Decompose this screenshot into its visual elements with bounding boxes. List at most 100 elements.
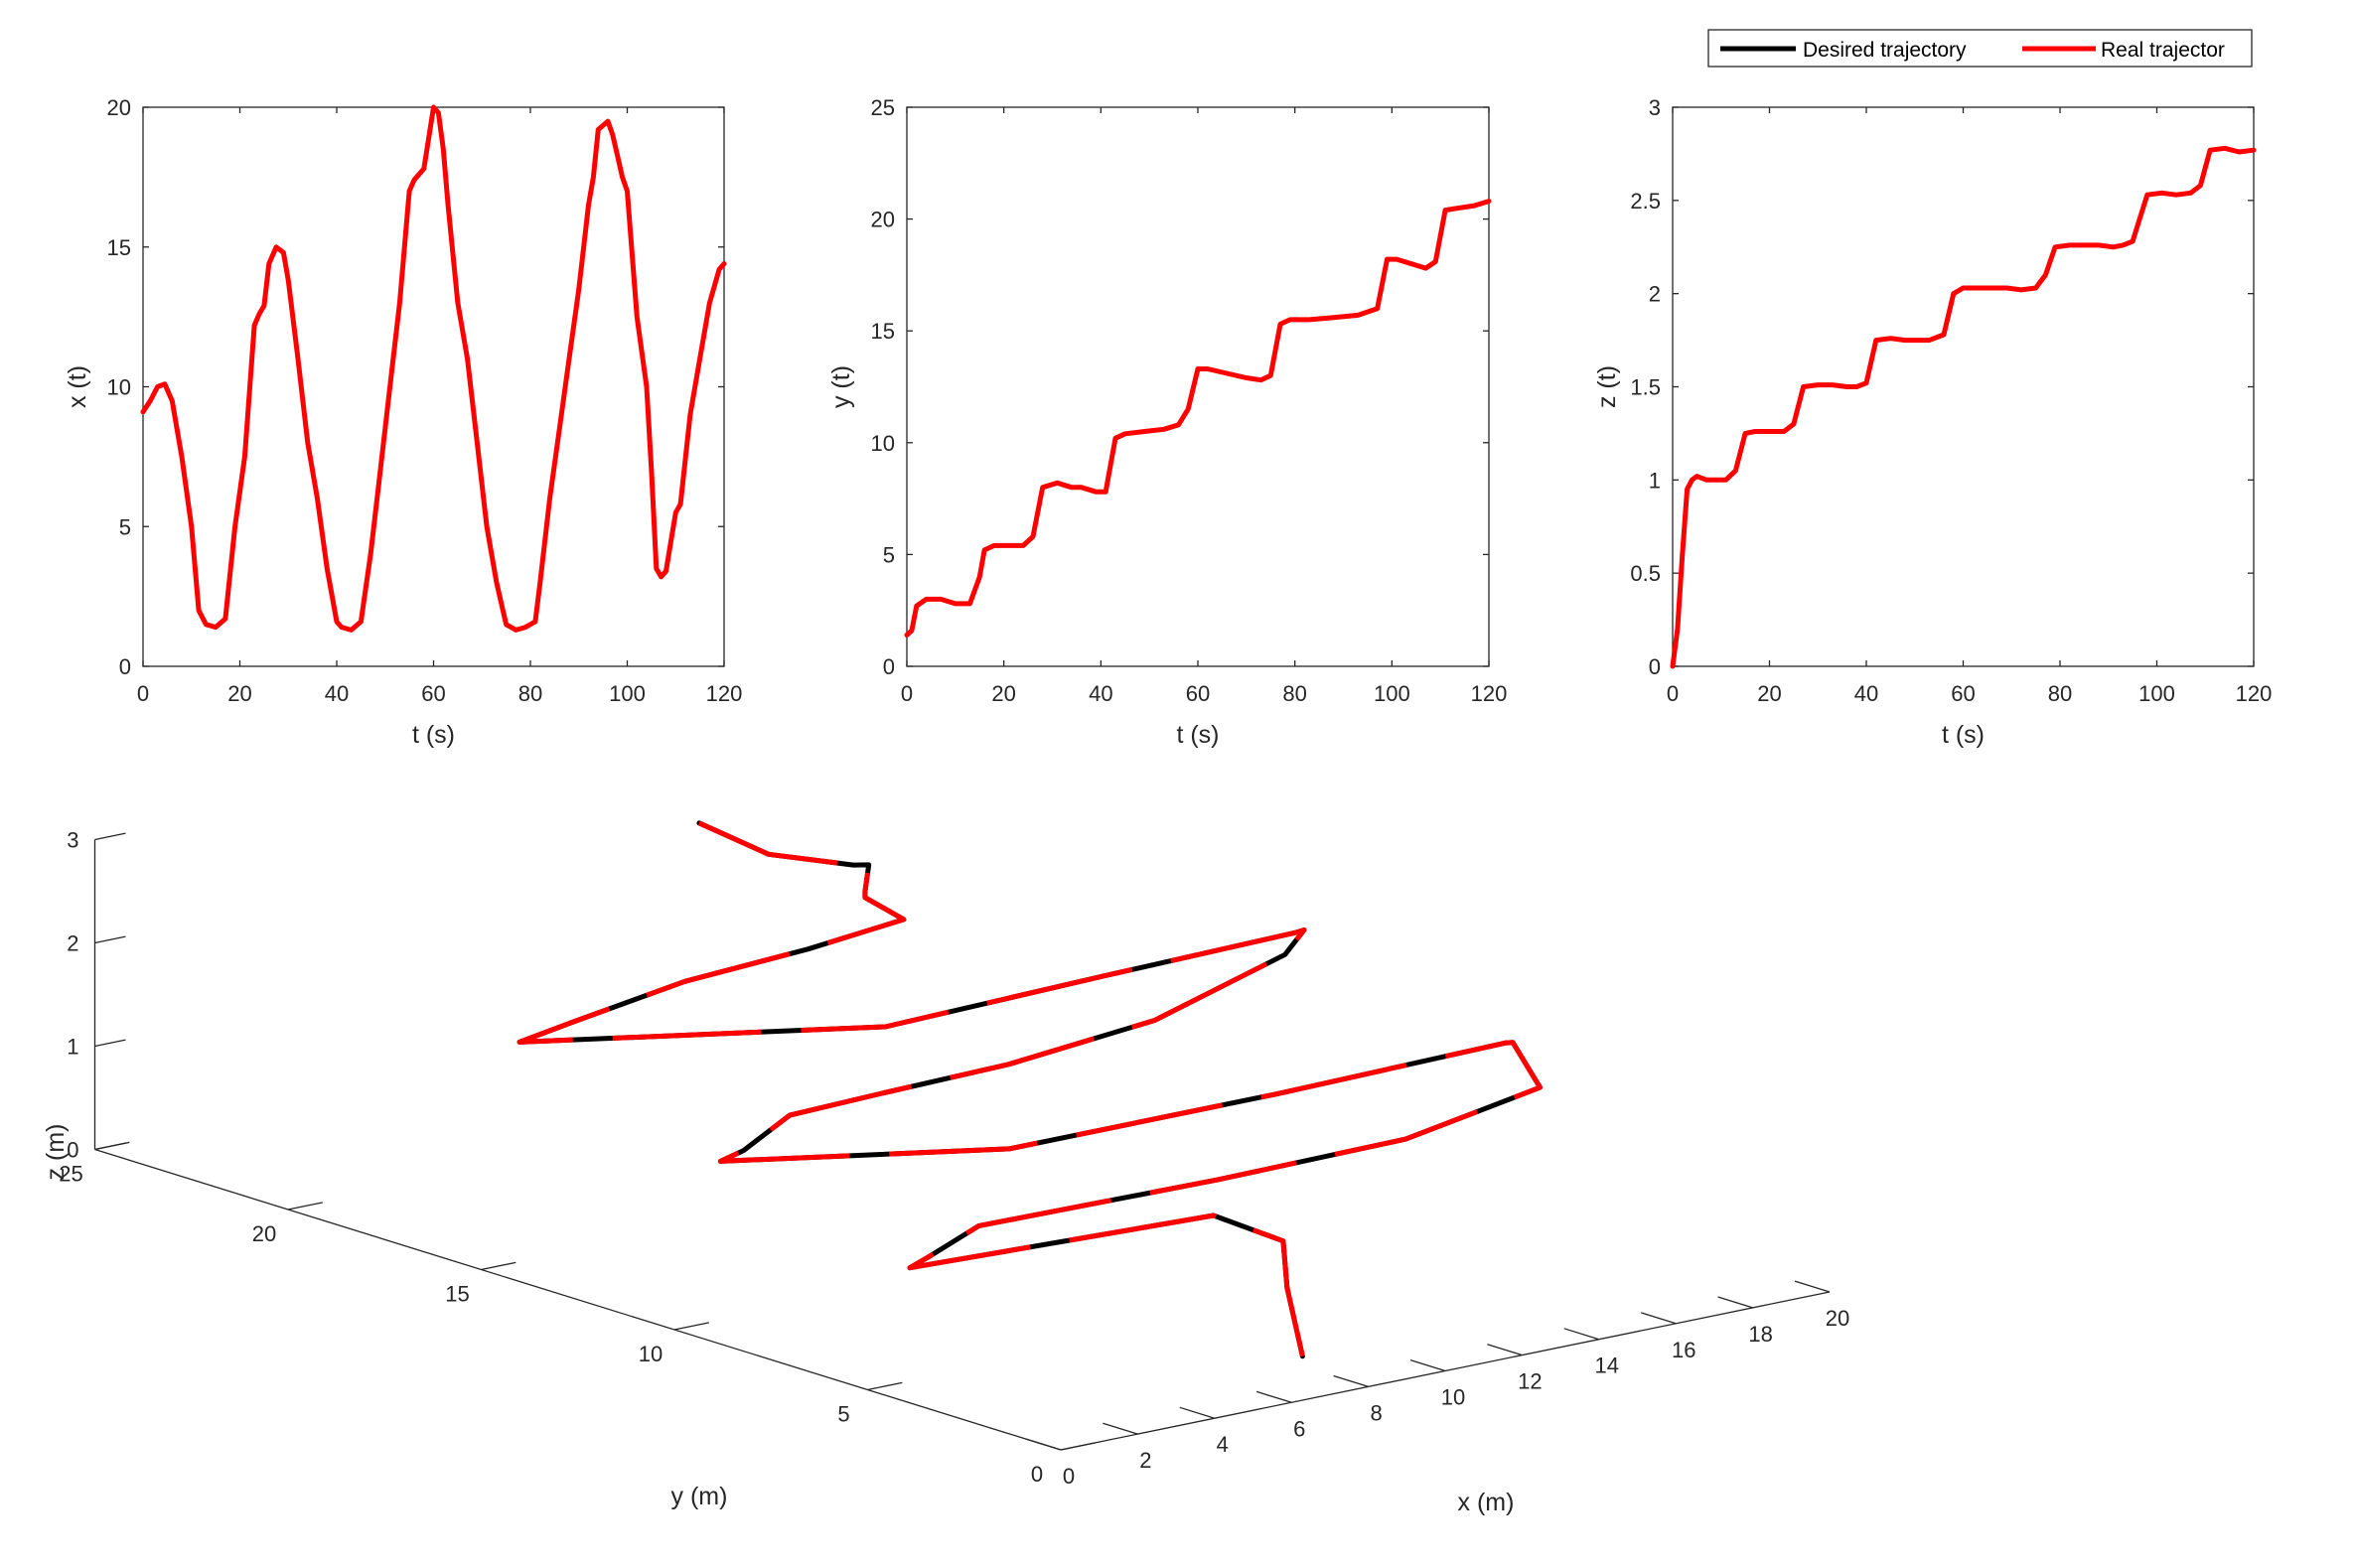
legend-label-real: Real trajector [2101,39,2225,62]
y-tick-label: 0.5 [1630,561,1661,586]
x-tick-label: 60 [1186,681,1210,706]
x-tick-label: 4 [1217,1432,1229,1457]
x-tick-mark [1717,1296,1753,1309]
y-tick-label: 15 [871,319,895,344]
y-tick-label: 20 [107,95,131,120]
x-tick-mark [1563,1328,1599,1341]
y-tick-label: 25 [871,95,895,120]
y-tick-mark [1060,1442,1096,1451]
y-tick-label: 10 [639,1342,663,1366]
x-tick-label: 40 [1854,681,1878,706]
x-tick-label: 40 [325,681,349,706]
x-tick-mark [1255,1390,1292,1403]
x-axis-label: x (m) [1458,1489,1515,1516]
x-tick-label: 12 [1518,1369,1542,1394]
z-axis-label: z (m) [42,1124,70,1181]
x-tick-label: 80 [518,681,542,706]
y-tick-label: 15 [445,1282,469,1307]
y-tick-mark [287,1202,323,1211]
y-axis-label: y (t) [827,365,855,408]
x-tick-label: 2 [1139,1448,1151,1473]
axes-box [906,106,1490,667]
y-axis-label: z (t) [1593,365,1621,408]
y-axis-label: x (t) [64,365,91,408]
y-axis-label: y (m) [671,1483,728,1510]
subplot-3: 0 20 40 60 80 100 120 0 0.5 1 1.5 2 2.5 3 t (s) z (t) [1593,95,2272,749]
x-tick-label: 8 [1370,1400,1382,1425]
legend-label-desired: Desired trajectory [1803,39,1967,62]
y-tick-label: 20 [871,208,895,232]
axes-box [1672,106,2255,667]
y-tick-label: 0 [1031,1462,1043,1487]
x-tick-mark [1409,1358,1446,1372]
z-tick-label: 0 [67,1138,78,1163]
y-tick-mark [481,1261,516,1271]
x-tick-label: 18 [1748,1322,1772,1347]
z-tick-mark [94,1039,126,1048]
y-tick-label: 2.5 [1630,189,1661,214]
x-tick-mark [1794,1280,1831,1293]
z-tick-label: 2 [67,931,78,956]
y-tick-label: 10 [107,375,131,400]
x-tick-label: 20 [1826,1306,1849,1331]
x-tick-label: 100 [609,681,646,706]
z-tick-mark [94,1142,126,1151]
y-tick-label: 5 [883,542,895,567]
z-tick-label: 1 [67,1035,78,1060]
x-tick-mark [1487,1344,1523,1356]
x-tick-label: 0 [901,681,913,706]
subplot-1: 0 20 40 60 80 100 120 0 5 10 15 20 t (s) x (t) [64,95,742,749]
desired-trajectory-line [516,820,1543,1359]
x-tick-label: 120 [1471,681,1508,706]
x-tick-label: 14 [1595,1354,1619,1378]
z-tick-label: 3 [67,828,78,853]
x-tick-mark [1103,1422,1138,1435]
y-tick-label: 20 [252,1221,276,1246]
x-tick-label: 60 [421,681,445,706]
x-tick-label: 0 [137,681,149,706]
x-tick-label: 120 [2236,681,2273,706]
x-tick-label: 6 [1293,1416,1305,1441]
x-axis-label: t (s) [1176,721,1219,749]
x-tick-label: 80 [2048,681,2072,706]
x-tick-mark [1640,1312,1677,1325]
y-tick-label: 2 [1649,282,1661,307]
x-tick-label: 100 [1374,681,1410,706]
x-tick-label: 16 [1672,1338,1695,1362]
z-tick-mark [94,935,126,944]
subplot-2: 0 20 40 60 80 100 120 0 5 10 15 20 25 t (s) y (t) [827,95,1507,749]
real-trajectory-line [516,820,1543,1357]
x-tick-mark [1333,1374,1369,1388]
x-tick-label: 40 [1089,681,1112,706]
x-axis-label: t (s) [412,721,455,749]
x-tick-mark [1025,1438,1062,1451]
x-axis-label: t (s) [1942,721,1985,749]
data-series-line [904,199,1492,638]
y-tick-label: 1 [1649,468,1661,493]
y-tick-mark [673,1322,709,1331]
y-tick-label: 25 [59,1162,82,1187]
y-tick-label: 5 [837,1402,849,1427]
y-tick-mark [867,1381,903,1391]
x-tick-label: 100 [2138,681,2175,706]
x-tick-label: 0 [1667,681,1679,706]
x-tick-label: 20 [227,681,251,706]
y-tick-label: 0 [883,654,895,679]
y-tick-label: 3 [1649,95,1661,120]
x-tick-label: 0 [1063,1464,1075,1489]
x-tick-label: 20 [1757,681,1781,706]
data-series-line [140,104,727,633]
legend: Desired trajectory Real trajector [1707,29,2253,68]
x-tick-label: 80 [1282,681,1306,706]
legend-box [1707,29,2253,68]
x-tick-label: 10 [1441,1385,1465,1410]
data-series-line [1670,145,2257,669]
y-tick-label: 1.5 [1630,375,1661,400]
y-axis-line [94,1148,1062,1451]
y-tick-label: 0 [1649,654,1661,679]
z-tick-mark [94,832,126,841]
y-tick-label: 5 [119,514,131,539]
